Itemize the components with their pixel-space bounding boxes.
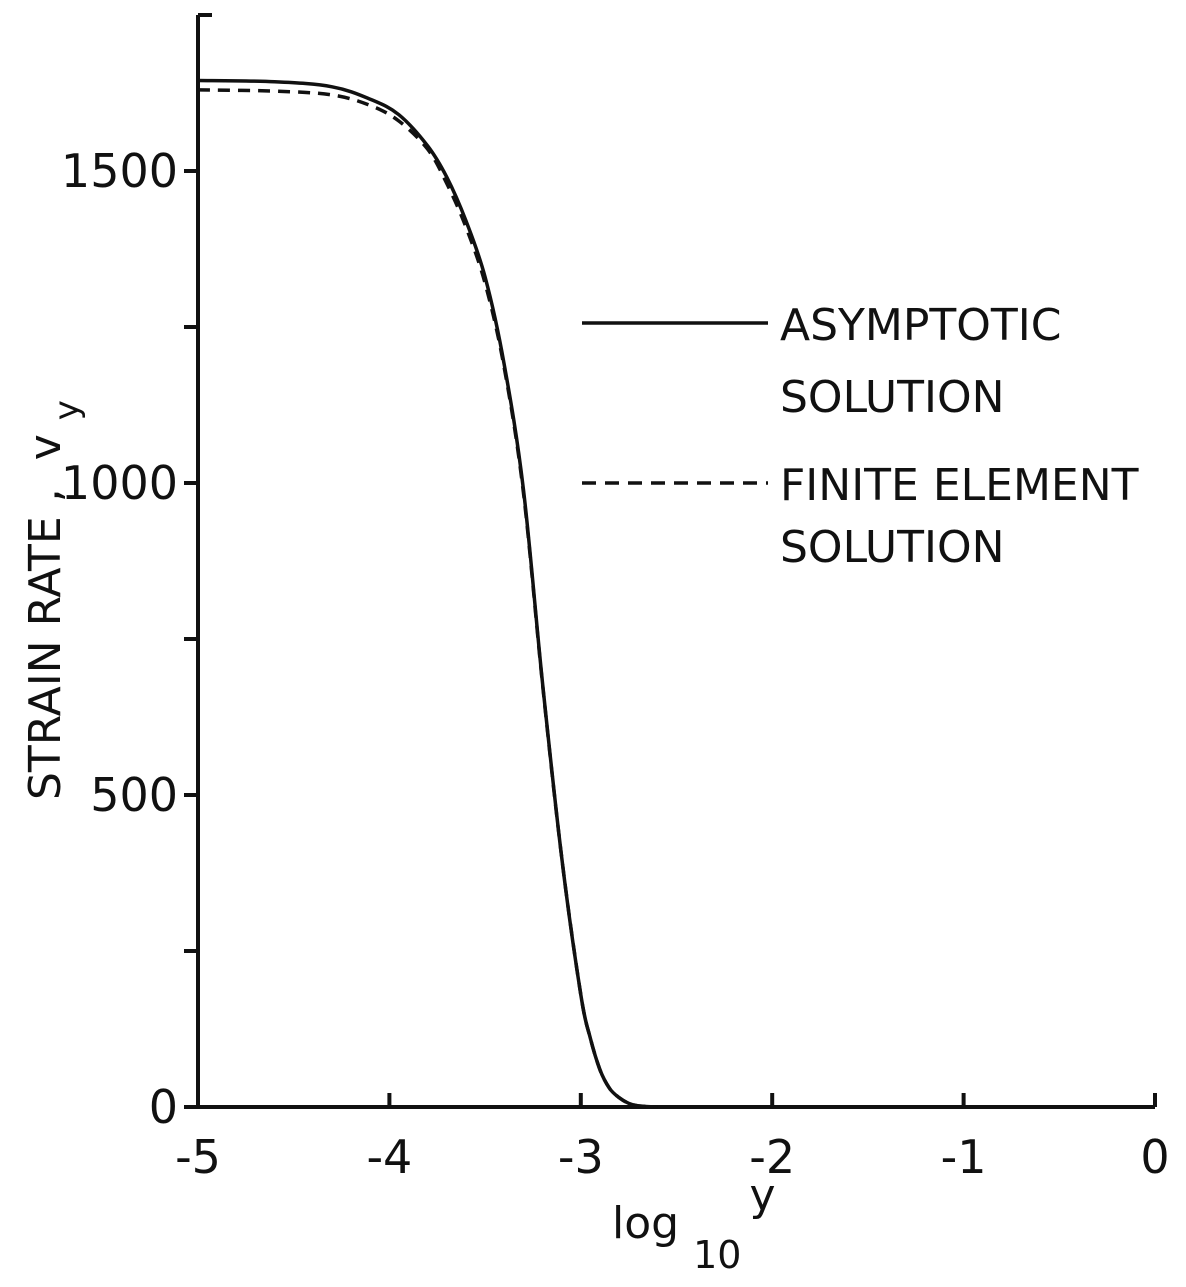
legend-label-asymptotic-1: ASYMPTOTIC xyxy=(780,300,1062,351)
series-line-asymptotic xyxy=(197,78,658,1109)
legend: ASYMPTOTIC SOLUTION FINITE ELEMENT SOLUT… xyxy=(582,300,1139,573)
legend-label-finite-element-1: FINITE ELEMENT xyxy=(780,460,1139,511)
legend-label-finite-element-2: SOLUTION xyxy=(780,522,1005,573)
y-tick-label: 1500 xyxy=(61,144,178,198)
y-tick-label: 0 xyxy=(149,1080,178,1134)
y-axis-label: STRAIN RATE , v y xyxy=(20,400,87,800)
x-axis-label: log 10 y xyxy=(612,1170,775,1279)
axes xyxy=(196,13,1155,1109)
x-tick-label: -3 xyxy=(558,1130,604,1184)
y-tick-label: 1000 xyxy=(61,456,178,510)
series-line-finite-element xyxy=(197,88,658,1109)
legend-label-asymptotic-2: SOLUTION xyxy=(780,372,1005,423)
x-tick-label: -4 xyxy=(366,1130,412,1184)
y-ticks: 0 500 1000 1500 xyxy=(61,144,198,1134)
x-tick-label: 0 xyxy=(1140,1130,1169,1184)
x-tick-label: -1 xyxy=(941,1130,987,1184)
series-lines xyxy=(197,78,658,1109)
x-tick-label: -2 xyxy=(749,1130,795,1184)
x-tick-label: -5 xyxy=(175,1130,221,1184)
x-ticks: -5 -4 -3 -2 -1 0 xyxy=(175,1093,1170,1184)
y-tick-label: 500 xyxy=(90,768,178,822)
